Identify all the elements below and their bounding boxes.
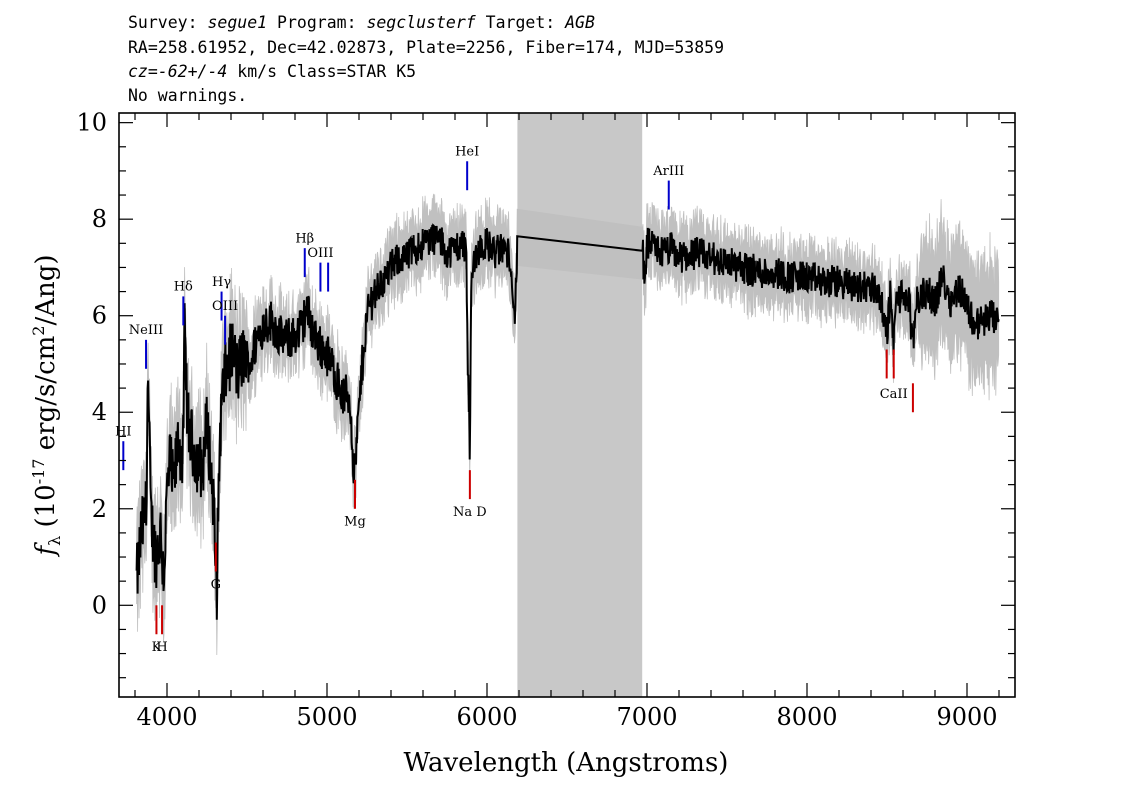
y-tick-label: 4 <box>92 398 107 426</box>
y-tick-label: 8 <box>92 205 107 233</box>
header-line-survey: Survey: segue1 Program: segclusterf Targ… <box>128 13 595 32</box>
line-label: ArIII <box>652 164 684 179</box>
x-tick-label: 8000 <box>776 703 837 731</box>
x-axis-title: Wavelength (Angstroms) <box>404 748 729 778</box>
line-label: Hβ <box>295 231 314 246</box>
y-tick-label: 10 <box>76 109 107 137</box>
y-axis-title: fλ (10-17 erg/s/cm2/Ang) <box>29 254 64 557</box>
header-line-warnings: No warnings. <box>128 86 247 105</box>
line-label: Mg <box>344 515 366 530</box>
y-tick-label: 2 <box>92 495 107 523</box>
line-label: CaII <box>880 387 908 402</box>
x-tick-label: 4000 <box>136 703 197 731</box>
flux-line <box>135 223 1000 620</box>
error-envelope <box>136 193 1000 656</box>
y-tick-label: 6 <box>92 302 107 330</box>
line-label: OIII <box>307 246 333 261</box>
x-tick-label: 6000 <box>456 703 517 731</box>
line-label: K <box>152 640 162 655</box>
line-label: Na D <box>453 505 487 520</box>
x-tick-label: 5000 <box>296 703 357 731</box>
header-line-coordinates: RA=258.61952, Dec=42.02873, Plate=2256, … <box>128 38 724 57</box>
line-label: H <box>156 640 167 655</box>
line-label: HeI <box>455 144 479 159</box>
plot-frame <box>118 112 1016 698</box>
line-label: OIII <box>212 299 238 314</box>
line-label: HI <box>115 424 131 439</box>
line-label: Hδ <box>174 280 193 295</box>
masked-region <box>517 113 643 697</box>
line-label: NeIII <box>129 323 163 338</box>
y-tick-label: 0 <box>92 591 107 619</box>
header-line-velocity: cz=-62+/-4 km/s Class=STAR K5 <box>128 62 416 81</box>
line-label: Hγ <box>212 275 231 290</box>
header-block: Survey: segue1 Program: segclusterf Targ… <box>128 13 724 105</box>
x-tick-label: 9000 <box>936 703 997 731</box>
line-label: G <box>211 577 221 592</box>
x-tick-label: 7000 <box>616 703 677 731</box>
